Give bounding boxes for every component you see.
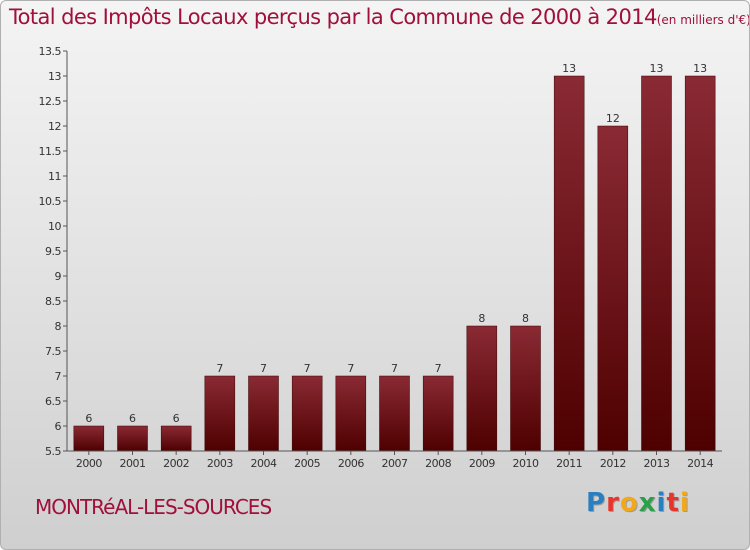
- bar-2007: [379, 375, 410, 452]
- x-tick-label: 2012: [600, 457, 626, 470]
- y-tick-label: 12: [48, 120, 61, 133]
- logo-letter: i: [656, 488, 667, 518]
- bar-2010: [510, 325, 541, 452]
- y-tick-label: 5.5: [45, 445, 61, 458]
- x-tick-label: 2011: [556, 457, 582, 470]
- bar-value-label: 13: [650, 62, 664, 75]
- bar-value-label: 7: [435, 362, 442, 375]
- bar-2002: [160, 425, 192, 452]
- bar-2011: [553, 75, 585, 452]
- x-tick-label: 2000: [76, 457, 102, 470]
- bar-value-label: 7: [216, 362, 223, 375]
- x-tick-label: 2009: [469, 457, 495, 470]
- x-tick-label: 2014: [687, 457, 713, 470]
- y-tick-label: 13.5: [39, 45, 62, 58]
- logo-letter: P: [586, 488, 607, 518]
- bar-value-label: 7: [347, 362, 354, 375]
- bar-2008: [422, 375, 454, 452]
- bar-2001: [117, 425, 148, 452]
- bar-value-label: 6: [129, 412, 136, 425]
- y-tick-label: 12.5: [39, 95, 62, 108]
- x-tick-label: 2003: [207, 457, 233, 470]
- chart-title: Total des Impôts Locaux perçus par la Co…: [9, 5, 750, 29]
- logo-letter: t: [666, 488, 680, 518]
- y-tick-label: 11: [48, 170, 61, 183]
- proxiti-logo: Proxiti: [586, 488, 690, 518]
- bar-value-label: 6: [85, 412, 92, 425]
- bar-value-label: 7: [391, 362, 398, 375]
- bar-value-label: 8: [478, 312, 485, 325]
- y-tick-label: 13: [48, 70, 61, 83]
- y-tick-label: 6.5: [45, 395, 61, 408]
- logo-letter: i: [679, 488, 690, 518]
- x-tick-label: 2008: [425, 457, 451, 470]
- y-tick-label: 6: [55, 420, 62, 433]
- y-tick-label: 9: [55, 270, 62, 283]
- bar-value-label: 8: [522, 312, 529, 325]
- x-tick-label: 2001: [120, 457, 146, 470]
- y-tick-label: 8: [55, 320, 62, 333]
- bar-2012: [597, 125, 629, 452]
- bar-value-label: 13: [562, 62, 576, 75]
- bar-value-label: 12: [606, 112, 620, 125]
- bar-2009: [466, 325, 498, 452]
- bar-2006: [335, 375, 367, 452]
- x-tick-label: 2005: [294, 457, 320, 470]
- logo-letter: x: [638, 488, 657, 518]
- commune-name: MONTRéAL-LES-SOURCES: [35, 495, 272, 519]
- y-tick-label: 7: [55, 370, 62, 383]
- x-tick-label: 2013: [644, 457, 670, 470]
- bar-2014: [684, 75, 716, 452]
- bar-2000: [73, 425, 105, 452]
- bar-value-label: 6: [173, 412, 180, 425]
- logo-letter: o: [619, 488, 639, 518]
- y-tick-label: 9.5: [45, 245, 61, 258]
- bar-2004: [248, 375, 279, 452]
- y-tick-label: 8.5: [45, 295, 61, 308]
- chart-title-text: Total des Impôts Locaux perçus par la Co…: [9, 5, 657, 29]
- logo-letter: r: [606, 488, 620, 518]
- bar-2005: [291, 375, 323, 452]
- bar-2003: [204, 375, 236, 452]
- y-tick-label: 11.5: [39, 145, 62, 158]
- y-tick-label: 10: [48, 220, 61, 233]
- x-tick-label: 2004: [251, 457, 277, 470]
- y-tick-label: 7.5: [45, 345, 61, 358]
- x-tick-label: 2007: [382, 457, 408, 470]
- x-tick-label: 2010: [513, 457, 539, 470]
- x-tick-label: 2002: [163, 457, 189, 470]
- y-tick-label: 10.5: [39, 195, 62, 208]
- bar-value-label: 13: [693, 62, 707, 75]
- bar-value-label: 7: [304, 362, 311, 375]
- bar-2013: [641, 75, 672, 452]
- unit-note: (en milliers d'€): [656, 13, 750, 27]
- x-tick-label: 2006: [338, 457, 364, 470]
- bar-value-label: 7: [260, 362, 267, 375]
